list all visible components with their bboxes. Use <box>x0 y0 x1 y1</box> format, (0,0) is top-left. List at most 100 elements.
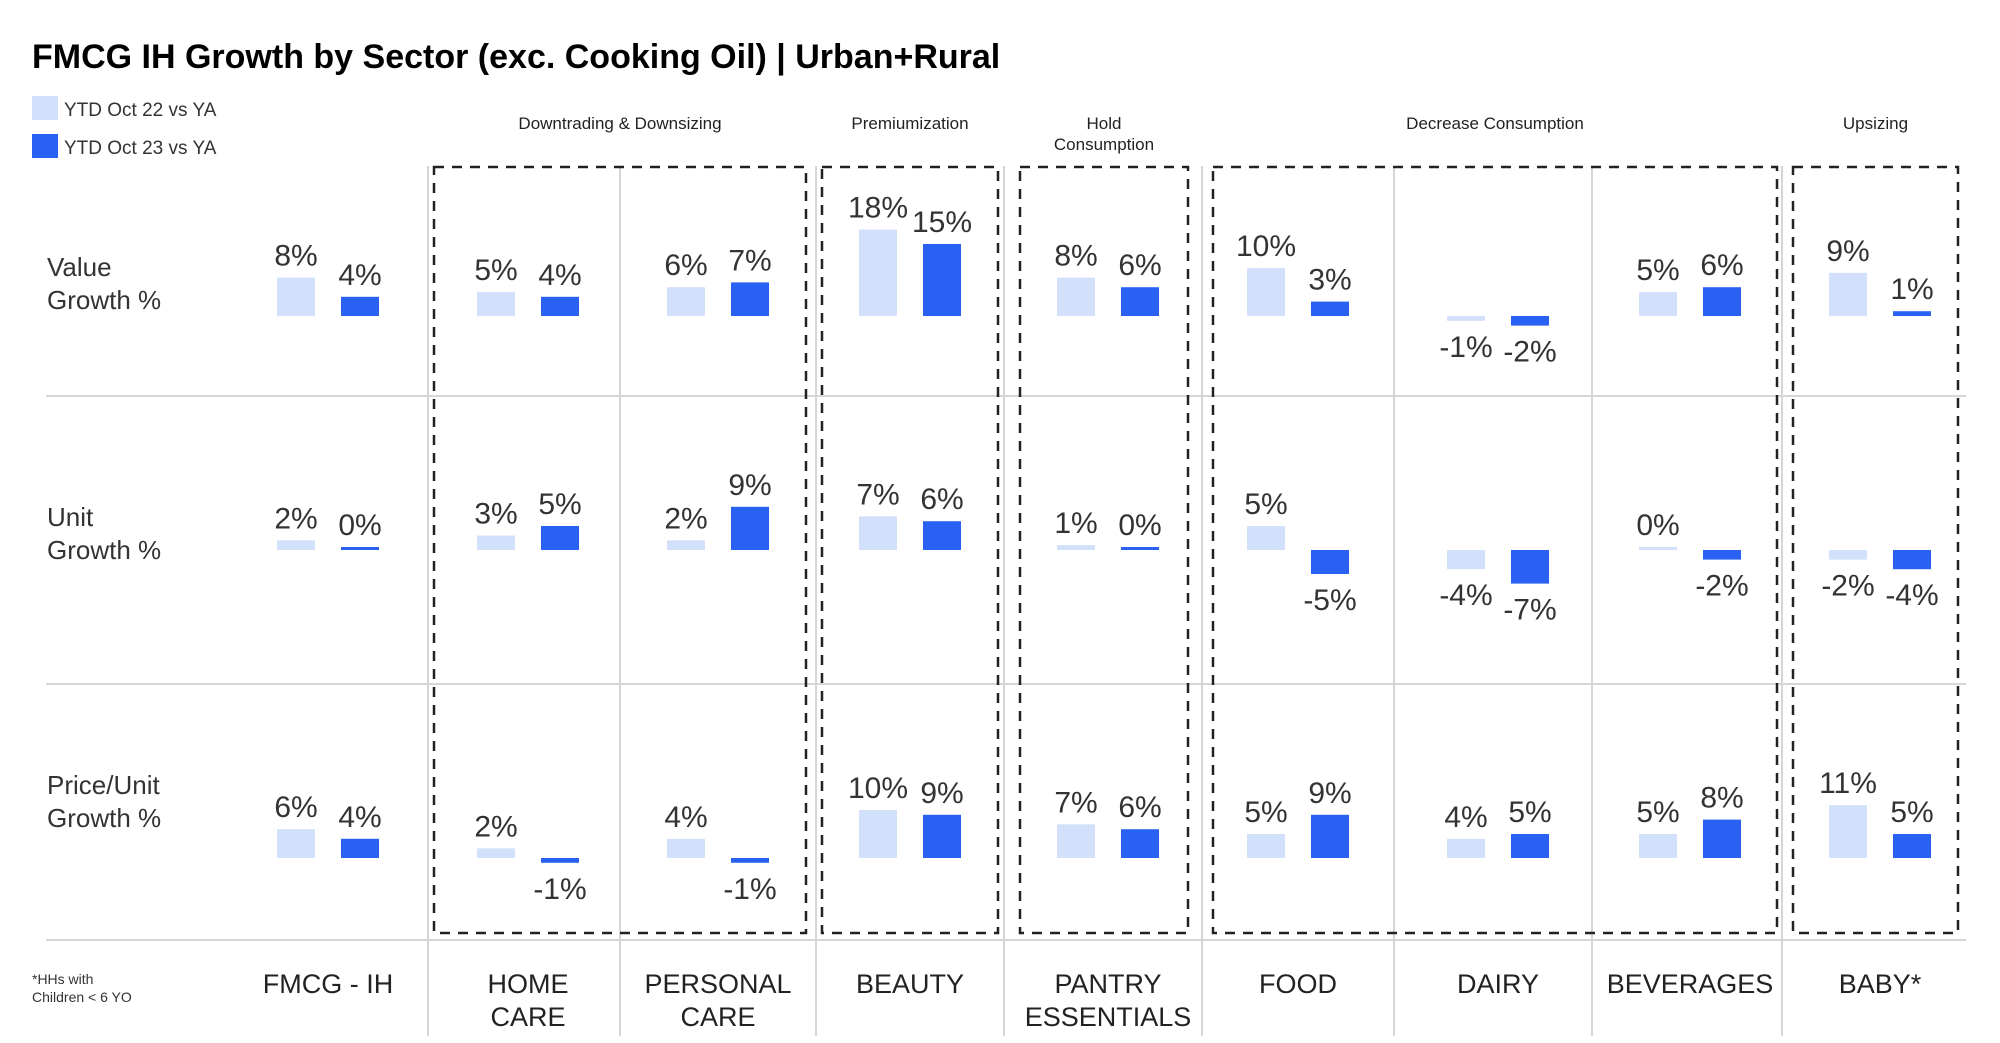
data-label: 4% <box>664 801 707 834</box>
bar <box>277 829 315 858</box>
bar <box>1247 526 1285 550</box>
data-label: 7% <box>728 244 771 277</box>
bar <box>1057 545 1095 550</box>
bar <box>667 287 705 316</box>
data-label: 10% <box>848 772 908 805</box>
bar <box>341 547 379 550</box>
data-label: 3% <box>1308 264 1351 297</box>
data-label: 5% <box>474 254 517 287</box>
sector-group-label: Consumption <box>1054 135 1154 154</box>
bar <box>1511 550 1549 584</box>
bar <box>1893 550 1931 570</box>
data-label: -4% <box>1439 579 1492 612</box>
category-label: BEVERAGES <box>1607 969 1774 999</box>
data-label: 11% <box>1819 767 1877 800</box>
legend-swatch-2022 <box>32 96 58 120</box>
bars <box>277 229 1931 863</box>
sector-group-box <box>1211 165 1779 935</box>
category-label: ESSENTIALS <box>1025 1002 1192 1032</box>
category-label: PANTRY <box>1054 969 1161 999</box>
data-label: 2% <box>274 502 317 535</box>
metric-label: Price/Unit <box>47 770 160 800</box>
metric-label: Growth % <box>47 285 161 315</box>
bar <box>477 535 515 550</box>
bar <box>1447 550 1485 570</box>
category-label: CARE <box>490 1002 565 1032</box>
data-label: 9% <box>1826 235 1869 268</box>
bar <box>859 516 897 550</box>
data-label: 1% <box>1054 507 1097 540</box>
data-label: 6% <box>1118 249 1161 282</box>
bar <box>341 296 379 316</box>
data-label: 5% <box>1508 796 1551 829</box>
bar <box>1121 547 1159 550</box>
category-label: DAIRY <box>1457 969 1539 999</box>
bar <box>1057 824 1095 858</box>
bar <box>1121 287 1159 316</box>
legend-swatch-2023 <box>32 134 58 158</box>
bar <box>1121 829 1159 858</box>
sector-group-box <box>432 165 808 935</box>
data-label: 6% <box>274 791 317 824</box>
data-label: -1% <box>723 873 776 906</box>
bar <box>541 296 579 316</box>
data-label: 0% <box>338 509 381 542</box>
data-labels: 8% 5% 6% 18% 8% 10% -1% 5% 9% 2% 3% 2% 7% 1% 5% -4% 0% -2… <box>274 192 1938 906</box>
sector-group-box <box>1018 165 1190 935</box>
data-label: -1% <box>1439 331 1492 364</box>
legend-label-2023: YTD Oct 23 vs YA <box>64 138 217 159</box>
data-label: 5% <box>538 488 581 521</box>
data-label: 6% <box>664 249 707 282</box>
metric-label: Growth % <box>47 803 161 833</box>
bar <box>1829 550 1867 560</box>
data-label: 2% <box>474 810 517 843</box>
data-label: 6% <box>920 483 963 516</box>
data-label: 8% <box>1054 240 1097 273</box>
data-label: -2% <box>1695 570 1748 603</box>
bar <box>1639 834 1677 858</box>
legend-label-2022: YTD Oct 22 vs YA <box>64 100 217 121</box>
bar <box>1311 301 1349 316</box>
category-label: BABY* <box>1839 969 1922 999</box>
bar <box>1247 834 1285 858</box>
data-label: 5% <box>1636 254 1679 287</box>
data-label: 3% <box>474 498 517 531</box>
category-label: PERSONAL <box>644 969 791 999</box>
bar <box>731 506 769 550</box>
data-label: -1% <box>533 873 586 906</box>
bar <box>1511 834 1549 858</box>
sector-group-label: Premiumization <box>851 114 968 133</box>
footnote-text: *HHs with <box>32 971 93 987</box>
bar <box>923 521 961 550</box>
data-label: 4% <box>538 259 581 292</box>
bar <box>1893 311 1931 316</box>
data-label: 6% <box>1700 249 1743 282</box>
bar <box>1511 316 1549 326</box>
data-label: 10% <box>1236 230 1296 263</box>
sector-group-label: Decrease Consumption <box>1406 114 1584 133</box>
bar <box>1829 805 1867 858</box>
bar <box>1703 819 1741 858</box>
data-label: 7% <box>1054 786 1097 819</box>
bar <box>1703 550 1741 560</box>
category-label: FOOD <box>1259 969 1337 999</box>
data-label: 18% <box>848 192 908 225</box>
data-label: 7% <box>856 478 899 511</box>
data-label: 2% <box>664 502 707 535</box>
metric-label: Value <box>47 252 112 282</box>
category-label: CARE <box>680 1002 755 1032</box>
bar <box>731 858 769 863</box>
sector-group-label: Downtrading & Downsizing <box>518 114 721 133</box>
bar <box>477 292 515 316</box>
data-label: 8% <box>274 240 317 273</box>
data-label: -2% <box>1503 336 1556 369</box>
bar <box>1829 272 1867 316</box>
metric-label: Unit <box>47 502 94 532</box>
bar <box>923 244 961 316</box>
category-label: HOME <box>488 969 569 999</box>
bar <box>1893 834 1931 858</box>
data-label: 15% <box>912 206 972 239</box>
data-label: 1% <box>1890 273 1933 306</box>
bar <box>541 526 579 550</box>
